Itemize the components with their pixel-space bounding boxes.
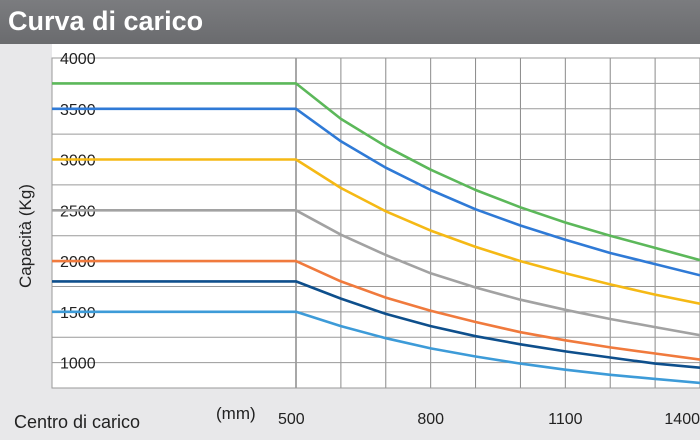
- series-line-4: [52, 209, 700, 337]
- y-tick-label: 3500: [60, 102, 96, 119]
- series-line-5: [52, 259, 700, 361]
- x-tick-label: 1400: [664, 411, 700, 428]
- x-tick-label: 500: [278, 411, 305, 428]
- x-axis-unit: (mm): [216, 404, 256, 423]
- series-line-3: [52, 158, 700, 305]
- y-tick-label: 2000: [60, 254, 96, 271]
- plot-area: [51, 57, 700, 389]
- series-line-2: [52, 107, 700, 277]
- chart-header: Curva di carico: [0, 0, 700, 44]
- y-tick-label: 2500: [60, 203, 96, 220]
- y-axis-band: [0, 44, 52, 388]
- y-tick-label: 3000: [60, 153, 96, 170]
- x-tick-label: 1100: [548, 411, 583, 428]
- x-tick-label: 800: [417, 411, 444, 428]
- x-axis-label: Centro di carico: [14, 412, 141, 432]
- chart-title: Curva di carico: [8, 6, 204, 36]
- series-line-6: [52, 280, 700, 369]
- series-line-7: [52, 310, 700, 385]
- y-tick-label: 1500: [60, 305, 96, 322]
- y-tick-label: 4000: [60, 51, 96, 68]
- y-tick-label: 1000: [60, 356, 96, 373]
- x-axis-band: [0, 388, 700, 440]
- series-line-1: [52, 82, 700, 262]
